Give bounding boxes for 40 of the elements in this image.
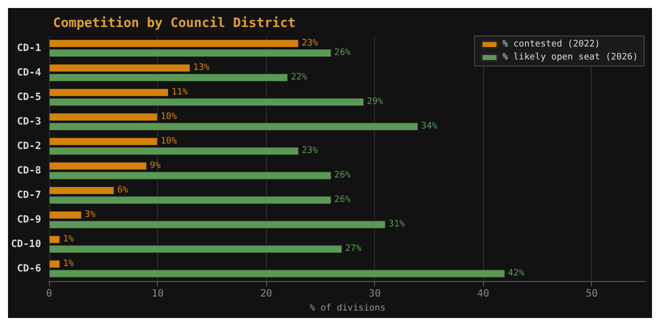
data-label: 31% (388, 220, 406, 230)
data-label: 10% (160, 136, 178, 146)
data-label: 26% (334, 48, 352, 58)
data-label: 34% (421, 122, 438, 132)
x-tick-label: 20 (260, 288, 272, 300)
data-label: 6% (117, 186, 129, 196)
data-label: 1% (62, 259, 74, 270)
y-tick-label: CD-8 (17, 165, 42, 176)
y-tick-label: CD-7 (17, 190, 42, 201)
y-tick-label: CD-9 (17, 214, 42, 226)
data-label: 26% (334, 195, 352, 206)
data-label: 27% (345, 244, 362, 254)
x-axis-title: % of divisions (310, 304, 386, 314)
x-tick-label: 0 (46, 288, 52, 300)
data-label: 13% (193, 62, 210, 73)
data-label: 26% (334, 170, 352, 181)
x-tick-label: 40 (477, 288, 490, 300)
chart-title: Competition by Council District (53, 16, 296, 31)
data-label: 23% (302, 38, 319, 48)
legend-label: % likely open seat (2026) (502, 52, 638, 62)
x-tick-label: 30 (368, 288, 381, 300)
y-tick-label: CD-3 (17, 116, 42, 128)
data-label: 23% (302, 146, 319, 156)
data-label: 10% (160, 112, 178, 122)
y-tick-label: CD-1 (17, 42, 42, 54)
data-label: 22% (290, 72, 308, 83)
y-tick-label: CD-5 (17, 92, 42, 103)
data-label: 9% (150, 161, 162, 172)
y-tick-label: CD-4 (17, 67, 42, 78)
data-label: 1% (62, 234, 74, 245)
data-label: 42% (508, 268, 525, 279)
x-tick-label: 50 (586, 288, 598, 300)
data-label: 11% (171, 87, 188, 98)
y-tick-label: CD-10 (10, 238, 42, 250)
legend-label: % contested (2022) (502, 40, 600, 50)
data-label: 3% (84, 210, 96, 220)
data-label: 29% (366, 97, 384, 108)
y-tick-label: CD-6 (17, 263, 42, 274)
y-tick-label: CD-2 (17, 140, 42, 152)
x-tick-label: 10 (152, 288, 164, 300)
